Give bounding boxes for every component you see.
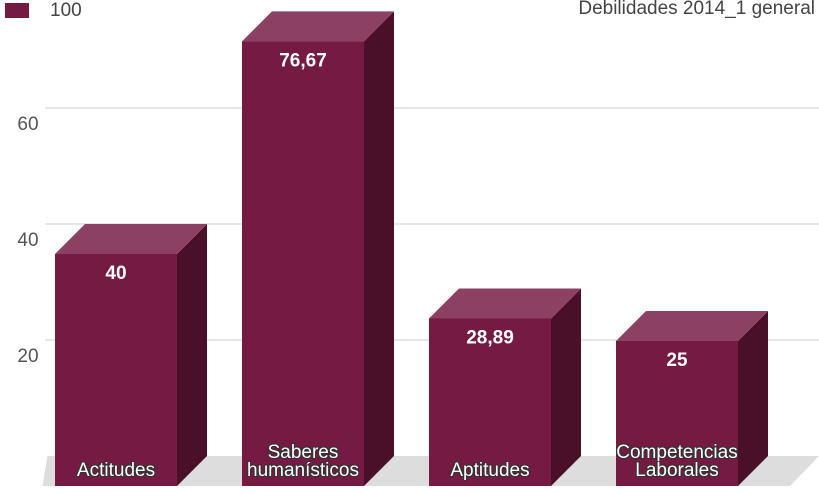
bar-side <box>177 224 207 486</box>
x-tick-label: Saberes humanísticos <box>247 442 359 481</box>
bar-side <box>738 311 768 486</box>
x-tick-label: Actitudes <box>76 460 156 481</box>
y-tick-label: 60 <box>17 114 38 135</box>
legend-label: 100 <box>50 0 82 21</box>
data-label: 76,67 <box>279 50 327 71</box>
legend-swatch <box>5 3 29 18</box>
bar <box>429 318 551 486</box>
bar-side <box>364 11 394 487</box>
data-label: 28,89 <box>466 327 514 348</box>
data-label: 25 <box>666 350 688 371</box>
bar-top <box>242 11 394 42</box>
y-tick-label: 20 <box>17 346 38 367</box>
data-label: 40 <box>105 263 126 284</box>
bar-top <box>429 288 581 319</box>
bar <box>616 341 738 486</box>
bar-top <box>55 224 207 254</box>
x-tick-label: Aptitudes <box>450 460 530 481</box>
x-tick-label: Competencias Laborales <box>616 442 738 481</box>
bar <box>55 254 177 486</box>
bar-side <box>551 288 581 486</box>
chart-title: Debilidades 2014_1 general <box>578 0 815 19</box>
bar <box>242 41 364 487</box>
y-tick-label: 40 <box>17 230 38 251</box>
bar-top <box>616 311 768 341</box>
